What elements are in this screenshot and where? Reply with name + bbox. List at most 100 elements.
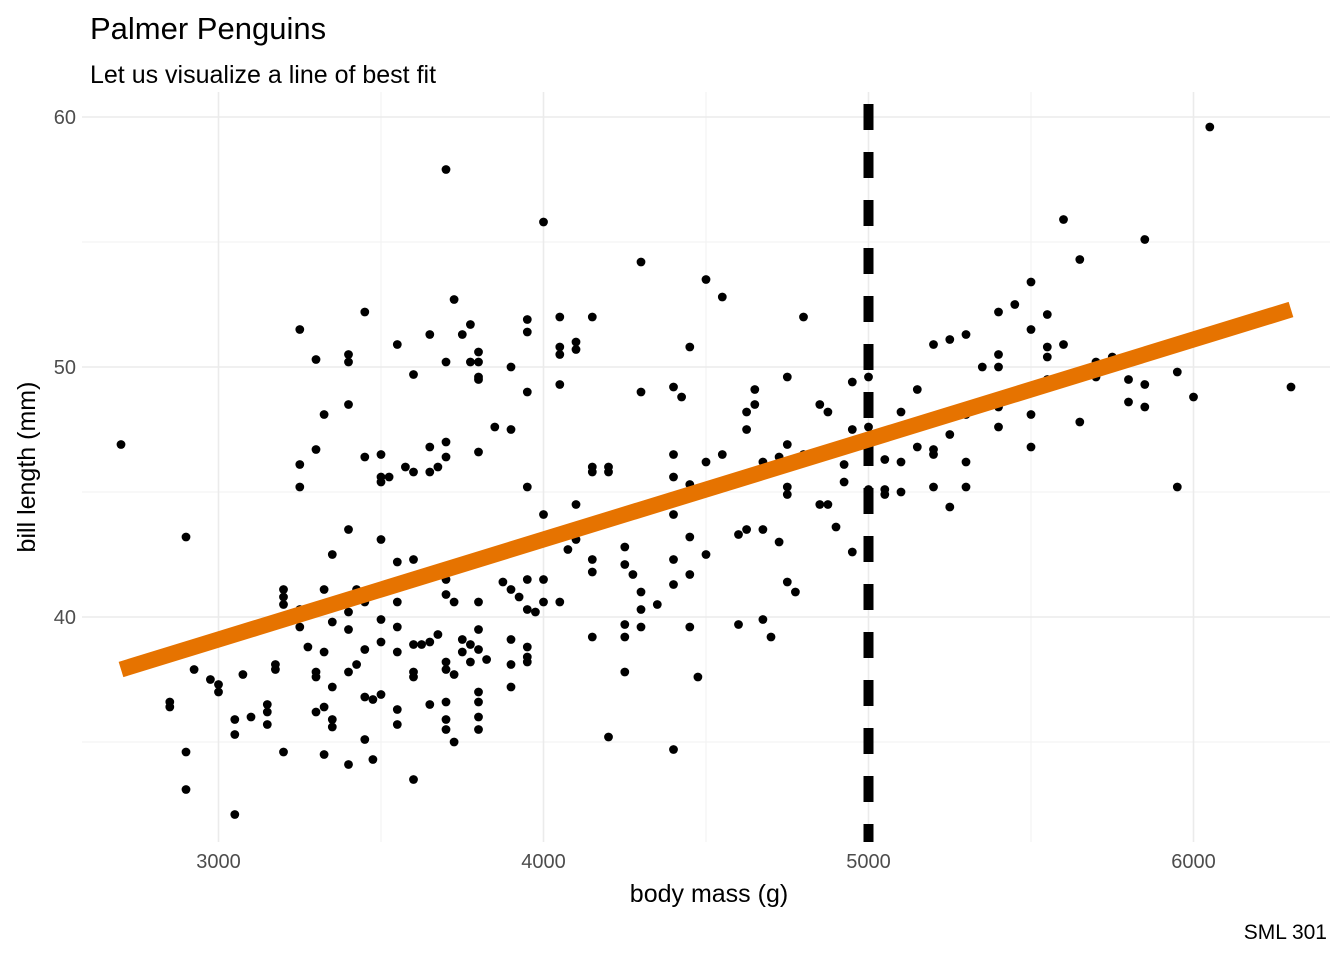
y-tick-labels: 40 50 60: [54, 107, 76, 629]
data-point: [994, 422, 1003, 432]
data-point: [563, 545, 573, 554]
data-point: [425, 330, 435, 339]
data-point: [344, 525, 353, 534]
data-point: [360, 645, 370, 654]
data-point: [214, 680, 223, 689]
data-point: [782, 490, 792, 499]
data-point: [392, 720, 402, 729]
x-tick-label: 4000: [521, 851, 566, 873]
data-point: [344, 350, 353, 359]
data-point: [693, 672, 703, 682]
data-point: [514, 592, 524, 602]
data-point: [1026, 442, 1036, 452]
data-point: [701, 457, 711, 467]
data-point: [555, 380, 565, 389]
data-point: [912, 442, 922, 452]
data-point: [1124, 397, 1133, 407]
data-point: [539, 597, 548, 607]
y-tick-label: 50: [54, 357, 76, 379]
data-point: [896, 487, 906, 497]
data-point: [847, 377, 857, 387]
data-point: [506, 425, 516, 434]
chart-title: Palmer Penguins: [90, 11, 327, 46]
data-point: [522, 642, 532, 652]
data-point: [441, 665, 451, 674]
data-point: [279, 585, 288, 594]
data-point: [271, 660, 280, 669]
data-point: [896, 407, 906, 417]
data-point: [685, 342, 695, 352]
data-point: [449, 737, 459, 747]
data-point: [311, 445, 321, 454]
data-point: [929, 482, 938, 492]
data-point: [750, 385, 760, 394]
data-point: [1124, 375, 1133, 384]
data-point: [1075, 417, 1085, 427]
data-point: [587, 555, 597, 564]
y-axis-title: bill length (mm): [13, 382, 41, 553]
data-point: [352, 660, 361, 669]
data-point: [376, 535, 386, 544]
data-point: [1172, 482, 1182, 492]
data-point: [522, 575, 532, 584]
data-point: [522, 482, 532, 492]
data-point: [1026, 410, 1036, 419]
data-point: [669, 450, 678, 459]
data-point: [555, 342, 565, 352]
data-point: [279, 600, 288, 609]
data-point: [896, 457, 906, 467]
data-point: [652, 600, 662, 609]
data-point: [344, 607, 353, 617]
data-point: [539, 217, 548, 227]
data-point: [295, 325, 305, 334]
data-point: [823, 407, 833, 417]
data-point: [246, 712, 256, 722]
data-point: [669, 555, 678, 564]
data-point: [368, 695, 378, 704]
data-point: [466, 320, 475, 329]
data-point: [474, 645, 483, 654]
data-point: [1026, 325, 1036, 334]
data-point: [433, 462, 443, 472]
data-point: [319, 702, 329, 712]
data-point: [839, 460, 849, 469]
data-point: [701, 550, 711, 559]
data-point: [457, 647, 467, 657]
data-point: [620, 632, 630, 642]
data-point: [441, 357, 451, 367]
data-point: [457, 330, 467, 339]
data-point: [384, 472, 394, 482]
chart-subtitle: Let us visualize a line of best fit: [90, 61, 437, 89]
data-point: [303, 642, 313, 652]
data-point: [392, 340, 402, 349]
data-point: [571, 500, 581, 509]
data-point: [1042, 352, 1052, 362]
data-point: [376, 477, 386, 487]
data-point: [344, 667, 353, 677]
data-point: [449, 670, 459, 679]
data-point: [791, 587, 800, 597]
data-point: [539, 575, 548, 584]
data-point: [466, 357, 475, 367]
data-point: [344, 400, 353, 409]
data-point: [279, 592, 288, 602]
data-point: [181, 785, 191, 794]
data-point: [782, 482, 792, 492]
data-point: [425, 442, 435, 452]
data-point: [587, 567, 597, 577]
data-point: [433, 630, 443, 639]
data-point: [636, 387, 646, 397]
data-point: [474, 625, 483, 634]
data-point: [392, 647, 402, 657]
data-point: [880, 455, 890, 464]
data-point: [425, 637, 435, 647]
data-point: [620, 560, 630, 569]
data-point: [230, 810, 240, 819]
data-point: [669, 510, 678, 519]
data-point: [912, 385, 922, 394]
data-point: [425, 467, 435, 477]
data-point: [376, 615, 386, 624]
data-point: [669, 580, 678, 589]
data-point: [466, 640, 475, 649]
data-point: [555, 597, 565, 607]
